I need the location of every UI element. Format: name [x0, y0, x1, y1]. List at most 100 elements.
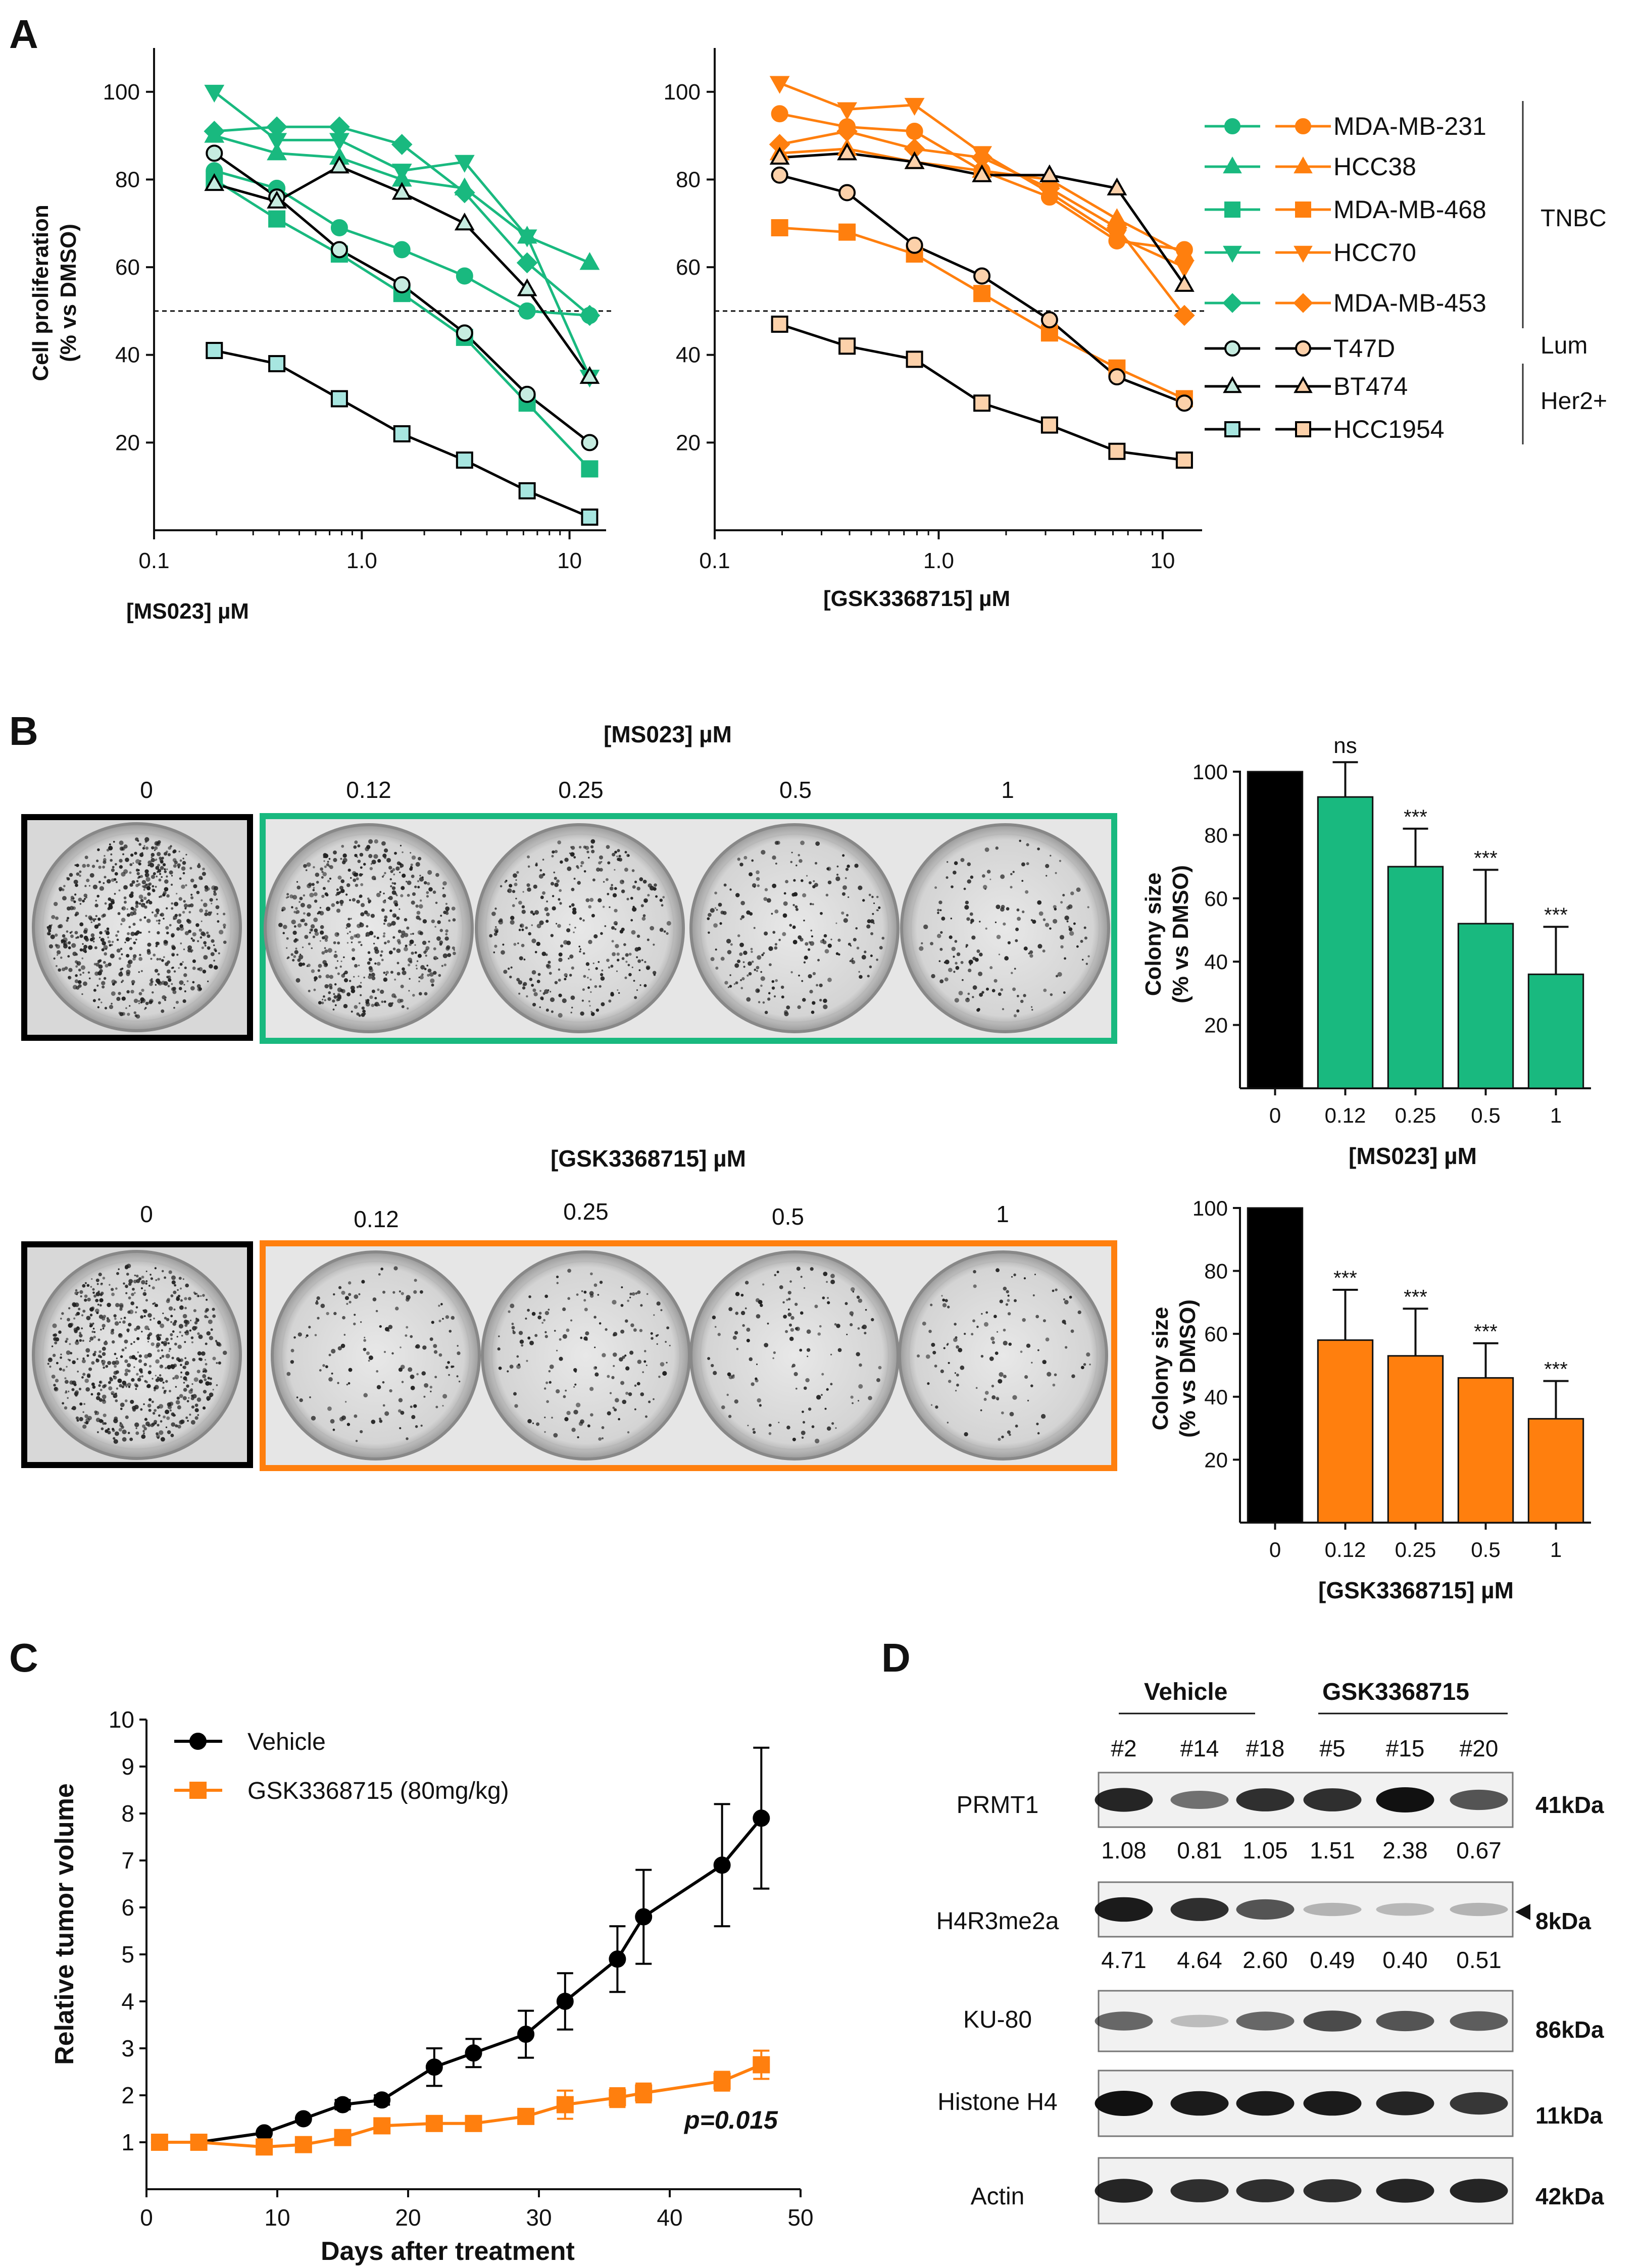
dish-top-012-colony — [401, 1005, 405, 1009]
dish-bottom-05-colony — [794, 1302, 798, 1306]
dish-top-012-colony — [386, 858, 391, 863]
dish-bottom-025-colony — [519, 1339, 524, 1344]
dish-top-control-colony — [74, 979, 79, 983]
dish-top-012-colony — [419, 975, 424, 980]
dish-top-025-colony — [573, 856, 576, 859]
dish-bottom-control-colony — [81, 1314, 84, 1317]
point-hcc38 — [267, 142, 287, 161]
dish-bottom-control-colony — [201, 1351, 206, 1356]
dish-bottom-control-colony — [212, 1356, 216, 1360]
dish-top-05-colony — [842, 885, 847, 890]
dish-top-05-colony — [791, 892, 796, 897]
dish-top-05-colony — [756, 870, 760, 875]
dish-top-05-colony — [843, 918, 848, 923]
dish-bottom-025-colony — [556, 1389, 560, 1394]
dish-bottom-025-colony — [656, 1343, 658, 1345]
dish-top-1-colony — [954, 861, 958, 865]
dish-top-012-colony — [360, 912, 365, 917]
dish-top-025-colony — [623, 943, 626, 946]
dish-top-1-colony — [970, 875, 974, 879]
point-mda-mb-453 — [1174, 305, 1195, 326]
dish-bottom-control-colony — [148, 1332, 153, 1336]
dish-bottom-025-colony — [566, 1328, 570, 1332]
dish-top-05-colony — [868, 893, 871, 896]
dish-top-control-colony — [173, 864, 177, 868]
dish-bottom-025-colony — [635, 1292, 638, 1295]
dish-top-025-colony — [600, 976, 605, 981]
dish-top-control-colony — [104, 855, 106, 857]
dish-bottom-1-colony — [996, 1268, 1000, 1273]
dish-bottom-control-colony — [169, 1401, 174, 1406]
dish-top-012-colony — [340, 903, 343, 906]
dish-top-control-colony — [135, 869, 139, 872]
band-4-4 — [1376, 2179, 1434, 2203]
dish-bottom-control-colony — [147, 1403, 152, 1408]
dish-bottom-012-colony — [422, 1345, 427, 1350]
dish-top-012-colony — [353, 976, 355, 978]
dish-top-05-colony — [794, 905, 798, 909]
dish-top-control-colony — [144, 905, 147, 909]
dish-bottom-control-colony — [164, 1276, 167, 1279]
dish-top-025-colony — [553, 871, 556, 874]
dish-top-012-colony — [383, 977, 388, 982]
dish-bottom-control-colony — [147, 1341, 150, 1343]
dish-bottom-012-colony — [442, 1404, 444, 1407]
dish-bottom-025-colony — [666, 1326, 670, 1330]
dish-top-05-colony — [774, 946, 778, 950]
dish-bottom-025-colony — [624, 1354, 627, 1357]
dish-bottom-012-colony — [400, 1365, 405, 1370]
dish-top-control-colony — [138, 902, 141, 905]
dish-bottom-012-colony — [380, 1267, 383, 1271]
dish-top-control-colony — [190, 986, 195, 991]
dish-top-025-colony — [554, 849, 558, 853]
dish-top-012-colony — [369, 968, 374, 973]
dish-top-1-colony — [991, 989, 996, 992]
dish-top-1-colony — [1053, 919, 1058, 924]
dish-bottom-025-colony — [660, 1362, 665, 1367]
dish-top-control-colony — [69, 873, 73, 877]
dish-top-control-colony — [126, 990, 130, 994]
dish-top-012-colony — [391, 886, 396, 890]
dish-top-012-colony — [428, 940, 430, 943]
dish-top-025-colony — [625, 961, 628, 963]
dish-top-1-colony — [1029, 950, 1033, 954]
dish-bottom-control-colony — [114, 1317, 117, 1320]
dish-bottom-control-colony — [135, 1427, 137, 1429]
dish-bottom-control-colony — [62, 1369, 65, 1372]
dish-bottom-control-colony — [133, 1341, 135, 1343]
dish-bottom-025-colony — [645, 1365, 648, 1367]
dish-top-control-colony — [128, 926, 131, 929]
dish-top-025-colony — [587, 977, 589, 979]
dish-bottom-05-colony — [712, 1316, 716, 1320]
dish-top-025-colony — [550, 997, 555, 1002]
point-1 — [753, 2056, 770, 2074]
point-1 — [465, 2114, 482, 2132]
dish-bottom-012-colony — [410, 1335, 413, 1338]
dish-bottom-05-colony — [861, 1326, 865, 1329]
dish-top-012-colony — [324, 984, 329, 989]
dish-top-control-colony — [182, 858, 184, 860]
dish-bottom-012-colony — [330, 1419, 335, 1424]
dish-top-control-colony — [209, 898, 213, 902]
dish-top-control-colony — [131, 880, 135, 884]
dish-bottom-control-colony — [160, 1420, 163, 1423]
dish-top-05-colony — [713, 923, 718, 928]
band-4-3 — [1303, 2179, 1362, 2202]
dish-top-025-colony — [556, 923, 558, 925]
dish-bottom-05-colony — [850, 1323, 853, 1327]
dish-top-control-colony — [216, 913, 219, 915]
dish-top-control-colony — [138, 1000, 140, 1002]
dish-top-012-colony — [294, 950, 299, 954]
dish-top-025-colony — [545, 964, 550, 968]
dish-bottom-control-colony — [157, 1334, 160, 1337]
dish-top-025-colony — [589, 1005, 591, 1007]
point-mda-mb-468 — [771, 219, 788, 236]
dish-top-012-colony — [401, 930, 406, 935]
dish-top-025-colony — [509, 884, 513, 888]
dish-top-1-colony — [1014, 968, 1016, 970]
dish-top-012-colony — [384, 872, 386, 875]
dish-top-012-colony — [364, 910, 368, 915]
dish-bottom-05-colony — [857, 1327, 860, 1330]
legend-marker-ms023 — [1224, 201, 1240, 218]
dish-top-1-colony — [981, 991, 984, 994]
